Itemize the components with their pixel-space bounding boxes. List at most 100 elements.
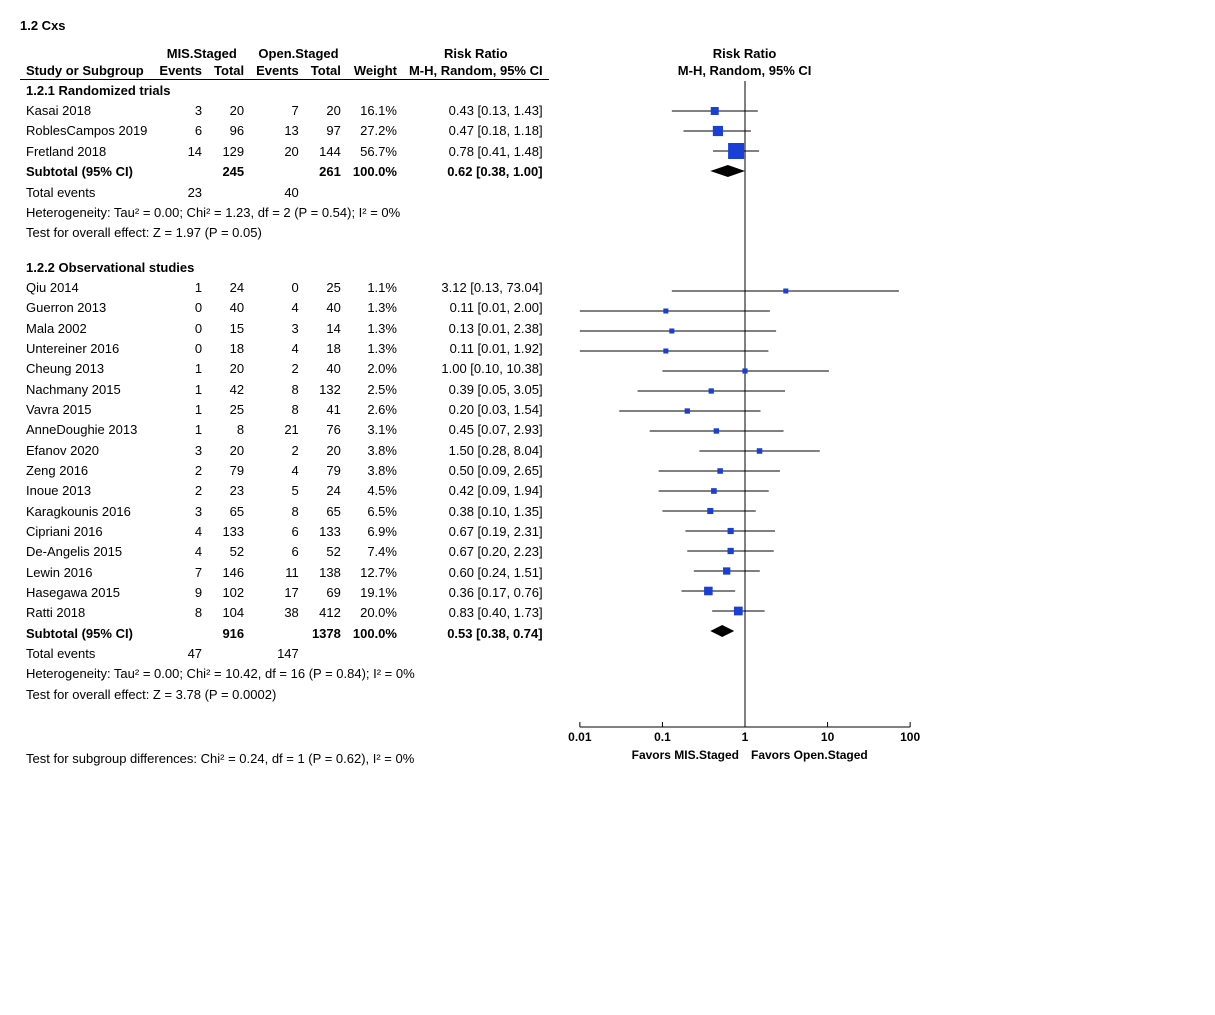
- subgroup-heading: 1.2.2 Observational studies: [20, 257, 549, 277]
- col-total2: Total: [305, 62, 347, 80]
- study-label: Qiu 2014: [20, 277, 153, 297]
- total1: 15: [208, 318, 250, 338]
- effect: 0.11 [0.01, 2.00]: [403, 298, 549, 318]
- effect: 0.83 [0.40, 1.73]: [403, 603, 549, 623]
- events2: 8: [250, 501, 305, 521]
- total2: 20: [305, 440, 347, 460]
- events2: 3: [250, 318, 305, 338]
- events1: 6: [153, 121, 208, 141]
- events2: 11: [250, 562, 305, 582]
- weight: 3.8%: [347, 440, 403, 460]
- total1: 23: [208, 481, 250, 501]
- total1: 18: [208, 338, 250, 358]
- effect: 0.20 [0.03, 1.54]: [403, 399, 549, 419]
- total1: 96: [208, 121, 250, 141]
- weight: 3.1%: [347, 420, 403, 440]
- study-label: Nachmany 2015: [20, 379, 153, 399]
- events2: 38: [250, 603, 305, 623]
- total1: 20: [208, 100, 250, 120]
- events1: 9: [153, 582, 208, 602]
- effect: 0.50 [0.09, 2.65]: [403, 460, 549, 480]
- events1: 7: [153, 562, 208, 582]
- events1: 1: [153, 420, 208, 440]
- weight: 20.0%: [347, 603, 403, 623]
- effect: 0.13 [0.01, 2.38]: [403, 318, 549, 338]
- weight: 2.5%: [347, 379, 403, 399]
- events2: 17: [250, 582, 305, 602]
- total1: 133: [208, 521, 250, 541]
- col-events1: Events: [153, 62, 208, 80]
- effect: 0.67 [0.20, 2.23]: [403, 542, 549, 562]
- total2: 69: [305, 582, 347, 602]
- study-label: Cheung 2013: [20, 359, 153, 379]
- events1: 3: [153, 501, 208, 521]
- col-study: Study or Subgroup: [20, 62, 153, 80]
- weight: 6.5%: [347, 501, 403, 521]
- study-label: RoblesCampos 2019: [20, 121, 153, 141]
- events1: 8: [153, 603, 208, 623]
- events2: 4: [250, 460, 305, 480]
- total2: 41: [305, 399, 347, 419]
- total1: 42: [208, 379, 250, 399]
- events1: 14: [153, 141, 208, 161]
- events1: 0: [153, 318, 208, 338]
- effect: 0.42 [0.09, 1.94]: [403, 481, 549, 501]
- effect: 0.39 [0.05, 3.05]: [403, 379, 549, 399]
- events2: 4: [250, 298, 305, 318]
- total2: 25: [305, 277, 347, 297]
- total1: 102: [208, 582, 250, 602]
- weight: 1.3%: [347, 338, 403, 358]
- total2: 52: [305, 542, 347, 562]
- weight: 2.6%: [347, 399, 403, 419]
- total1: 104: [208, 603, 250, 623]
- col-plot-header: Risk Ratio: [549, 45, 941, 62]
- study-label: Kasai 2018: [20, 100, 153, 120]
- events2: 21: [250, 420, 305, 440]
- total1: 79: [208, 460, 250, 480]
- effect: 0.60 [0.24, 1.51]: [403, 562, 549, 582]
- study-label: Guerron 2013: [20, 298, 153, 318]
- total2: 144: [305, 141, 347, 161]
- weight: 16.1%: [347, 100, 403, 120]
- total1: 129: [208, 141, 250, 161]
- svg-text:0.1: 0.1: [654, 730, 671, 744]
- col-group2: Open.Staged: [250, 45, 347, 62]
- subgroup-diff: Test for subgroup differences: Chi² = 0.…: [20, 718, 549, 771]
- events1: 1: [153, 359, 208, 379]
- svg-text:Favors Open.Staged: Favors Open.Staged: [751, 748, 868, 762]
- events2: 5: [250, 481, 305, 501]
- weight: 6.9%: [347, 521, 403, 541]
- events2: 0: [250, 277, 305, 297]
- col-effect-sub: M-H, Random, 95% CI: [403, 62, 549, 80]
- total1: 40: [208, 298, 250, 318]
- total2: 14: [305, 318, 347, 338]
- study-label: Hasegawa 2015: [20, 582, 153, 602]
- events2: 8: [250, 399, 305, 419]
- events2: 8: [250, 379, 305, 399]
- events1: 1: [153, 379, 208, 399]
- events2: 6: [250, 521, 305, 541]
- events1: 0: [153, 338, 208, 358]
- events1: 1: [153, 399, 208, 419]
- events2: 4: [250, 338, 305, 358]
- total2: 79: [305, 460, 347, 480]
- total2: 132: [305, 379, 347, 399]
- study-label: Cipriani 2016: [20, 521, 153, 541]
- effect: 0.11 [0.01, 1.92]: [403, 338, 549, 358]
- events1: 4: [153, 542, 208, 562]
- events2: 13: [250, 121, 305, 141]
- weight: 2.0%: [347, 359, 403, 379]
- overall-effect: Test for overall effect: Z = 3.78 (P = 0…: [20, 684, 549, 704]
- weight: 1.1%: [347, 277, 403, 297]
- study-label: Lewin 2016: [20, 562, 153, 582]
- svg-text:10: 10: [820, 730, 834, 744]
- study-label: Efanov 2020: [20, 440, 153, 460]
- table-header: MIS.Staged Open.Staged Risk Ratio Risk R…: [20, 45, 941, 80]
- weight: 4.5%: [347, 481, 403, 501]
- forest-table: MIS.Staged Open.Staged Risk Ratio Risk R…: [20, 45, 941, 772]
- total2: 40: [305, 359, 347, 379]
- total2: 138: [305, 562, 347, 582]
- weight: 27.2%: [347, 121, 403, 141]
- svg-text:0.01: 0.01: [568, 730, 592, 744]
- study-label: Vavra 2015: [20, 399, 153, 419]
